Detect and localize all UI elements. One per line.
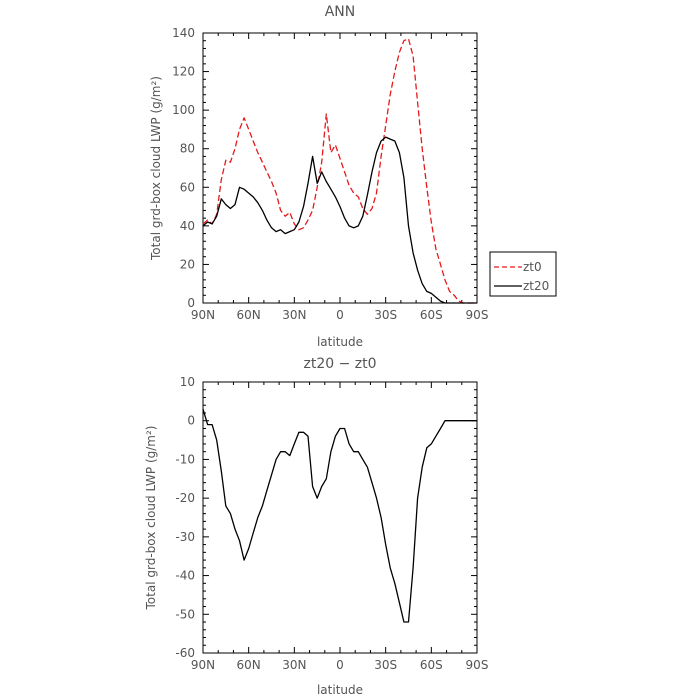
x-tick-label: 30S (374, 308, 397, 322)
x-tick-label: 30N (282, 658, 306, 672)
x-tick-label: 0 (336, 308, 344, 322)
y-tick-label: 140 (172, 26, 195, 40)
legend-label-zt0: zt0 (523, 260, 542, 274)
chart-title: zt20 − zt0 (303, 356, 376, 372)
panel-top: 90N 60N 30N 0 30S 60S 90S 0 20 40 60 80 100 120 140 ANN… (149, 4, 488, 349)
y-tick-label: 120 (172, 65, 195, 79)
x-tick-label: 90N (191, 308, 215, 322)
panel-bottom: 90N 60N 30N 0 30S 60S 90S -60 -50 -40 -30 -20 -10 0 10… (144, 356, 488, 697)
x-tick-label: 60S (420, 308, 443, 322)
x-tick-label: 90S (466, 658, 489, 672)
y-tick-label: 10 (180, 375, 195, 389)
x-tick-label: 90S (466, 308, 489, 322)
x-tick-label: 60N (237, 658, 261, 672)
series-line-zt20 (202, 136, 477, 304)
series-line-zt0 (202, 38, 477, 304)
plot-frame (202, 381, 478, 654)
y-tick-label: 0 (187, 414, 195, 428)
x-tick-label: 60S (420, 658, 443, 672)
x-tick-label: 90N (191, 658, 215, 672)
y-tick-label: 40 (180, 219, 195, 233)
y-tick-label: -60 (175, 646, 195, 660)
y-axis-label: Total grd-box cloud LWP (g/m²) (149, 76, 163, 261)
y-tick-label: -20 (175, 491, 195, 505)
y-tick-label: 100 (172, 103, 195, 117)
y-tick-label: -40 (175, 569, 195, 583)
x-tick-label: 30S (374, 658, 397, 672)
x-axis-label: latitude (317, 335, 363, 349)
series-line-diff-0 (202, 408, 477, 623)
y-tick-label: 80 (180, 142, 195, 156)
y-tick-label: -50 (175, 607, 195, 621)
legend-box (489, 251, 557, 297)
y-tick-label: 0 (187, 296, 195, 310)
legend-label-zt20: zt20 (523, 279, 549, 293)
y-tick-label: 20 (180, 257, 195, 271)
y-tick-label: 60 (180, 180, 195, 194)
y-tick-label: -30 (175, 530, 195, 544)
plot-frame (202, 32, 478, 304)
x-tick-label: 30N (282, 308, 306, 322)
legend: zt0 zt20 (489, 251, 557, 297)
y-axis-label: Total grd-box cloud LWP (g/m²) (144, 426, 158, 611)
x-tick-label: 0 (336, 658, 344, 672)
x-axis-label: latitude (317, 683, 363, 697)
chart-title: ANN (325, 4, 356, 20)
x-tick-label: 60N (237, 308, 261, 322)
y-tick-label: -10 (175, 452, 195, 466)
